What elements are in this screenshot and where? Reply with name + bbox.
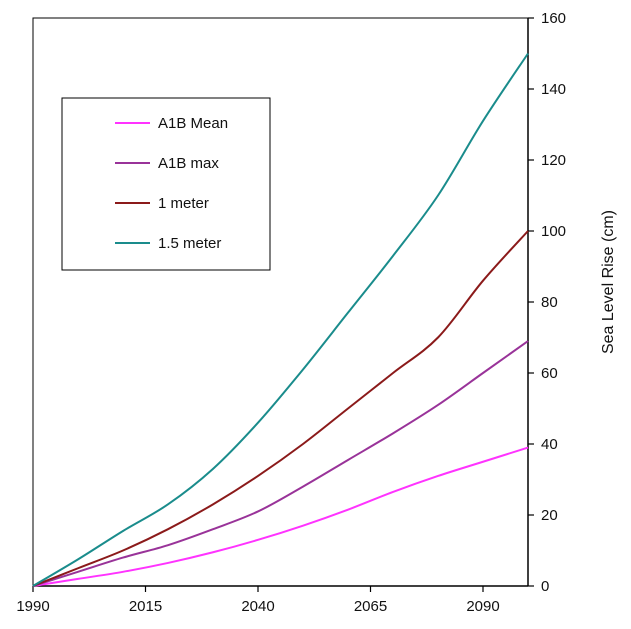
x-tick-label: 2090 — [466, 598, 499, 615]
legend-box — [61, 97, 271, 271]
y-tick-label: 160 — [541, 10, 566, 27]
x-tick-label: 2040 — [241, 598, 274, 615]
x-tick-label: 2015 — [129, 598, 162, 615]
series-line-0 — [32, 446, 529, 587]
y-axis-label: Sea Level Rise (cm) — [600, 210, 617, 354]
series-line-3 — [32, 52, 529, 587]
y-tick-label: 80 — [541, 294, 558, 311]
legend-label: 1 meter — [158, 195, 209, 212]
y-tick-label: 120 — [541, 152, 566, 169]
y-tick-label: 40 — [541, 436, 558, 453]
y-tick-label: 100 — [541, 223, 566, 240]
series-line-2 — [32, 230, 529, 587]
y-tick-label: 20 — [541, 507, 558, 524]
y-tick-label: 0 — [541, 578, 549, 595]
legend-label: A1B Mean — [158, 115, 228, 132]
series-lines — [32, 52, 529, 587]
legend: A1B Mean A1B max 1 meter 1.5 meter — [61, 97, 271, 271]
x-tick-label: 1990 — [16, 598, 49, 615]
x-tick-label: 2065 — [354, 598, 387, 615]
legend-label: A1B max — [158, 155, 219, 172]
y-tick-label: 140 — [541, 81, 566, 98]
y-tick-label: 60 — [541, 365, 558, 382]
legend-label: 1.5 meter — [158, 235, 221, 252]
series-line-1 — [32, 340, 529, 587]
